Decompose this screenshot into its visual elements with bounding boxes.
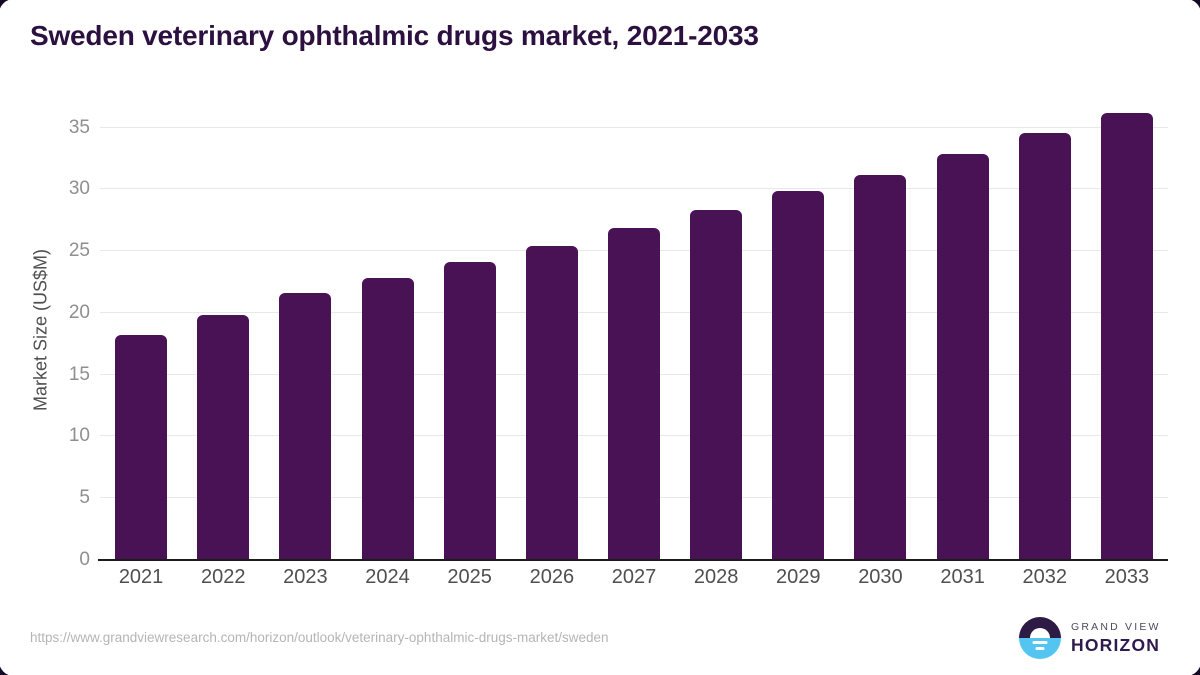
- bar-2025: [443, 262, 496, 560]
- bar-2029: [772, 190, 825, 560]
- x-tick-label: 2028: [693, 566, 739, 588]
- x-tick-label: 2023: [283, 566, 328, 588]
- bar-2033: [1100, 112, 1153, 560]
- y-tick-label: 15: [68, 363, 90, 385]
- chart-title: Sweden veterinary ophthalmic drugs marke…: [30, 20, 759, 51]
- bar-2021: [115, 335, 168, 560]
- y-axis-tick-labels: 0 5 10 15 20 25 30 35: [28, 100, 90, 570]
- x-tick-label: 2026: [529, 566, 575, 588]
- bar-2026: [525, 246, 578, 560]
- sun-reflection-line-2: [1035, 647, 1045, 650]
- bar-2032: [1018, 132, 1071, 560]
- x-tick-label: 2024: [365, 566, 410, 588]
- bar-2027: [608, 227, 660, 560]
- y-tick-label: 20: [68, 301, 90, 323]
- grand-view-horizon-logo: GRAND VIEW HORIZON: [1019, 617, 1161, 659]
- x-tick-label: 2021: [118, 566, 164, 588]
- y-tick-label: 25: [68, 240, 90, 262]
- x-tick-label: 2022: [200, 566, 246, 588]
- horizon-sun-icon: [1019, 617, 1061, 659]
- gridline: [100, 188, 1168, 190]
- x-tick-label: 2027: [611, 566, 657, 588]
- sun-dome-shape: [1030, 628, 1050, 638]
- bar-2030: [854, 174, 907, 560]
- source-url: https://www.grandviewresearch.com/horizo…: [30, 630, 609, 645]
- logo-text: GRAND VIEW HORIZON: [1071, 621, 1161, 656]
- y-tick-label: 10: [68, 425, 90, 447]
- logo-brand-bottom: HORIZON: [1071, 634, 1161, 655]
- bar-2024: [361, 278, 414, 560]
- bar-2022: [197, 315, 250, 560]
- x-tick-label: 2032: [1022, 566, 1068, 588]
- plot-area: [98, 100, 1168, 561]
- y-tick-label: 0: [79, 549, 90, 570]
- logo-brand-top: GRAND VIEW: [1071, 620, 1161, 633]
- x-tick-label: 2030: [858, 566, 903, 588]
- x-axis-line: [98, 559, 1168, 561]
- y-tick-label: 30: [68, 178, 90, 200]
- sun-reflection-line-1: [1032, 641, 1048, 644]
- bar-2028: [690, 210, 743, 560]
- x-tick-label: 2031: [940, 566, 985, 588]
- x-tick-label: 2025: [447, 566, 492, 588]
- x-tick-label: 2029: [776, 566, 821, 588]
- y-tick-label: 35: [68, 116, 90, 138]
- bar-2023: [279, 293, 332, 560]
- x-axis-tick-labels: 2021 2022 2023 2024 2025 2026 2027 2028 2029 2030…: [100, 566, 1168, 594]
- y-tick-label: 5: [79, 487, 90, 509]
- gridline: [100, 126, 1168, 128]
- x-tick-label: 2033: [1104, 566, 1150, 588]
- bar-2031: [936, 153, 989, 560]
